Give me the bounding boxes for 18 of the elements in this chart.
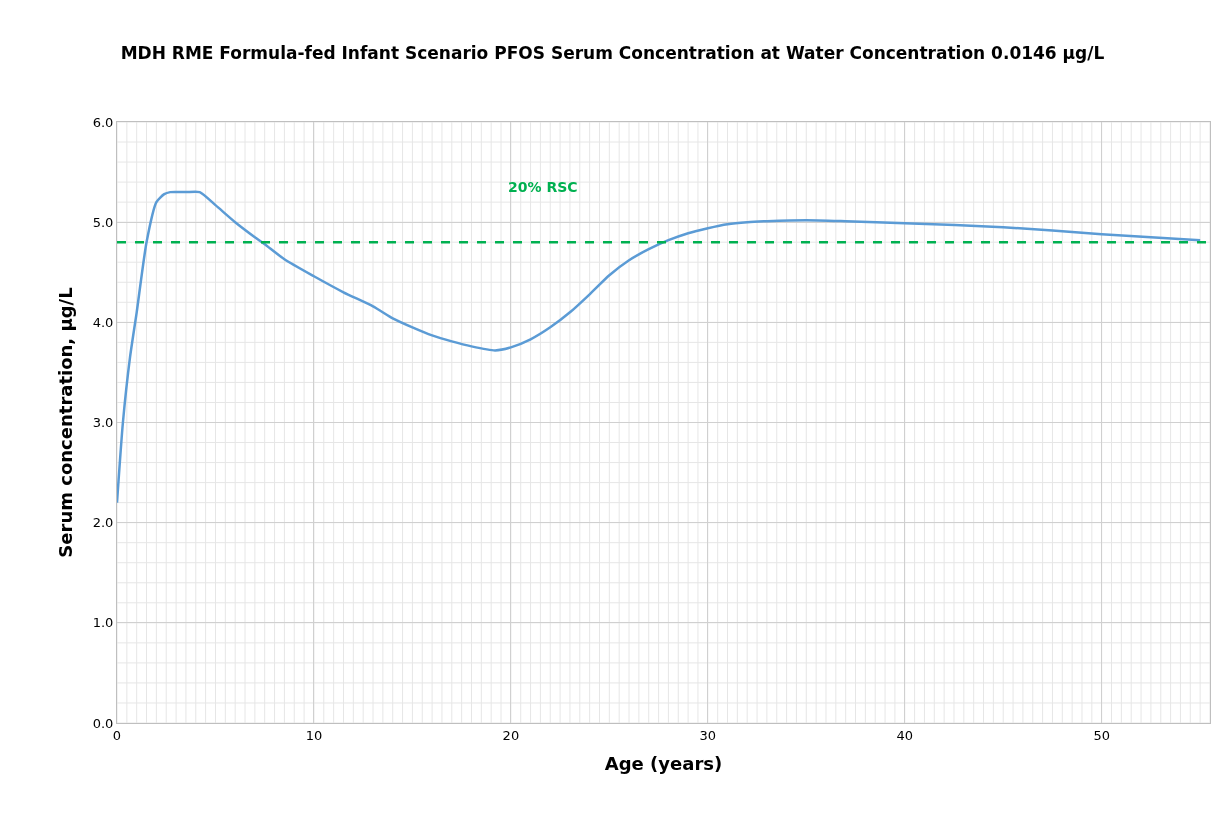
y-tick-label: 1.0: [92, 615, 114, 631]
y-tick-label: 0.0: [92, 715, 114, 731]
y-tick-label: 2.0: [92, 515, 114, 531]
y-axis-title: Serum concentration, µg/L: [54, 287, 76, 558]
x-tick-label: 10: [305, 727, 323, 743]
line-series: [117, 190, 1202, 504]
y-tick-label: 3.0: [92, 415, 114, 431]
ref-line-label: 20% RSC: [508, 179, 578, 195]
x-tick-label: 50: [1093, 727, 1110, 743]
y-tick-label: 6.0: [92, 114, 114, 130]
x-tick-label: 40: [896, 727, 914, 743]
x-tick-label: 0: [112, 727, 122, 743]
chart-title: MDH RME Formula-fed Infant Scenario PFOS Serum Concentration at Water Concentration 0.0146 µg/L: [120, 43, 1105, 64]
y-tick-label: 4.0: [92, 314, 114, 330]
y-tick-label: 5.0: [92, 214, 114, 230]
x-tick-label: 20: [502, 727, 520, 743]
x-tick-label: 30: [699, 727, 717, 743]
x-axis-title: Age (years): [604, 752, 723, 774]
